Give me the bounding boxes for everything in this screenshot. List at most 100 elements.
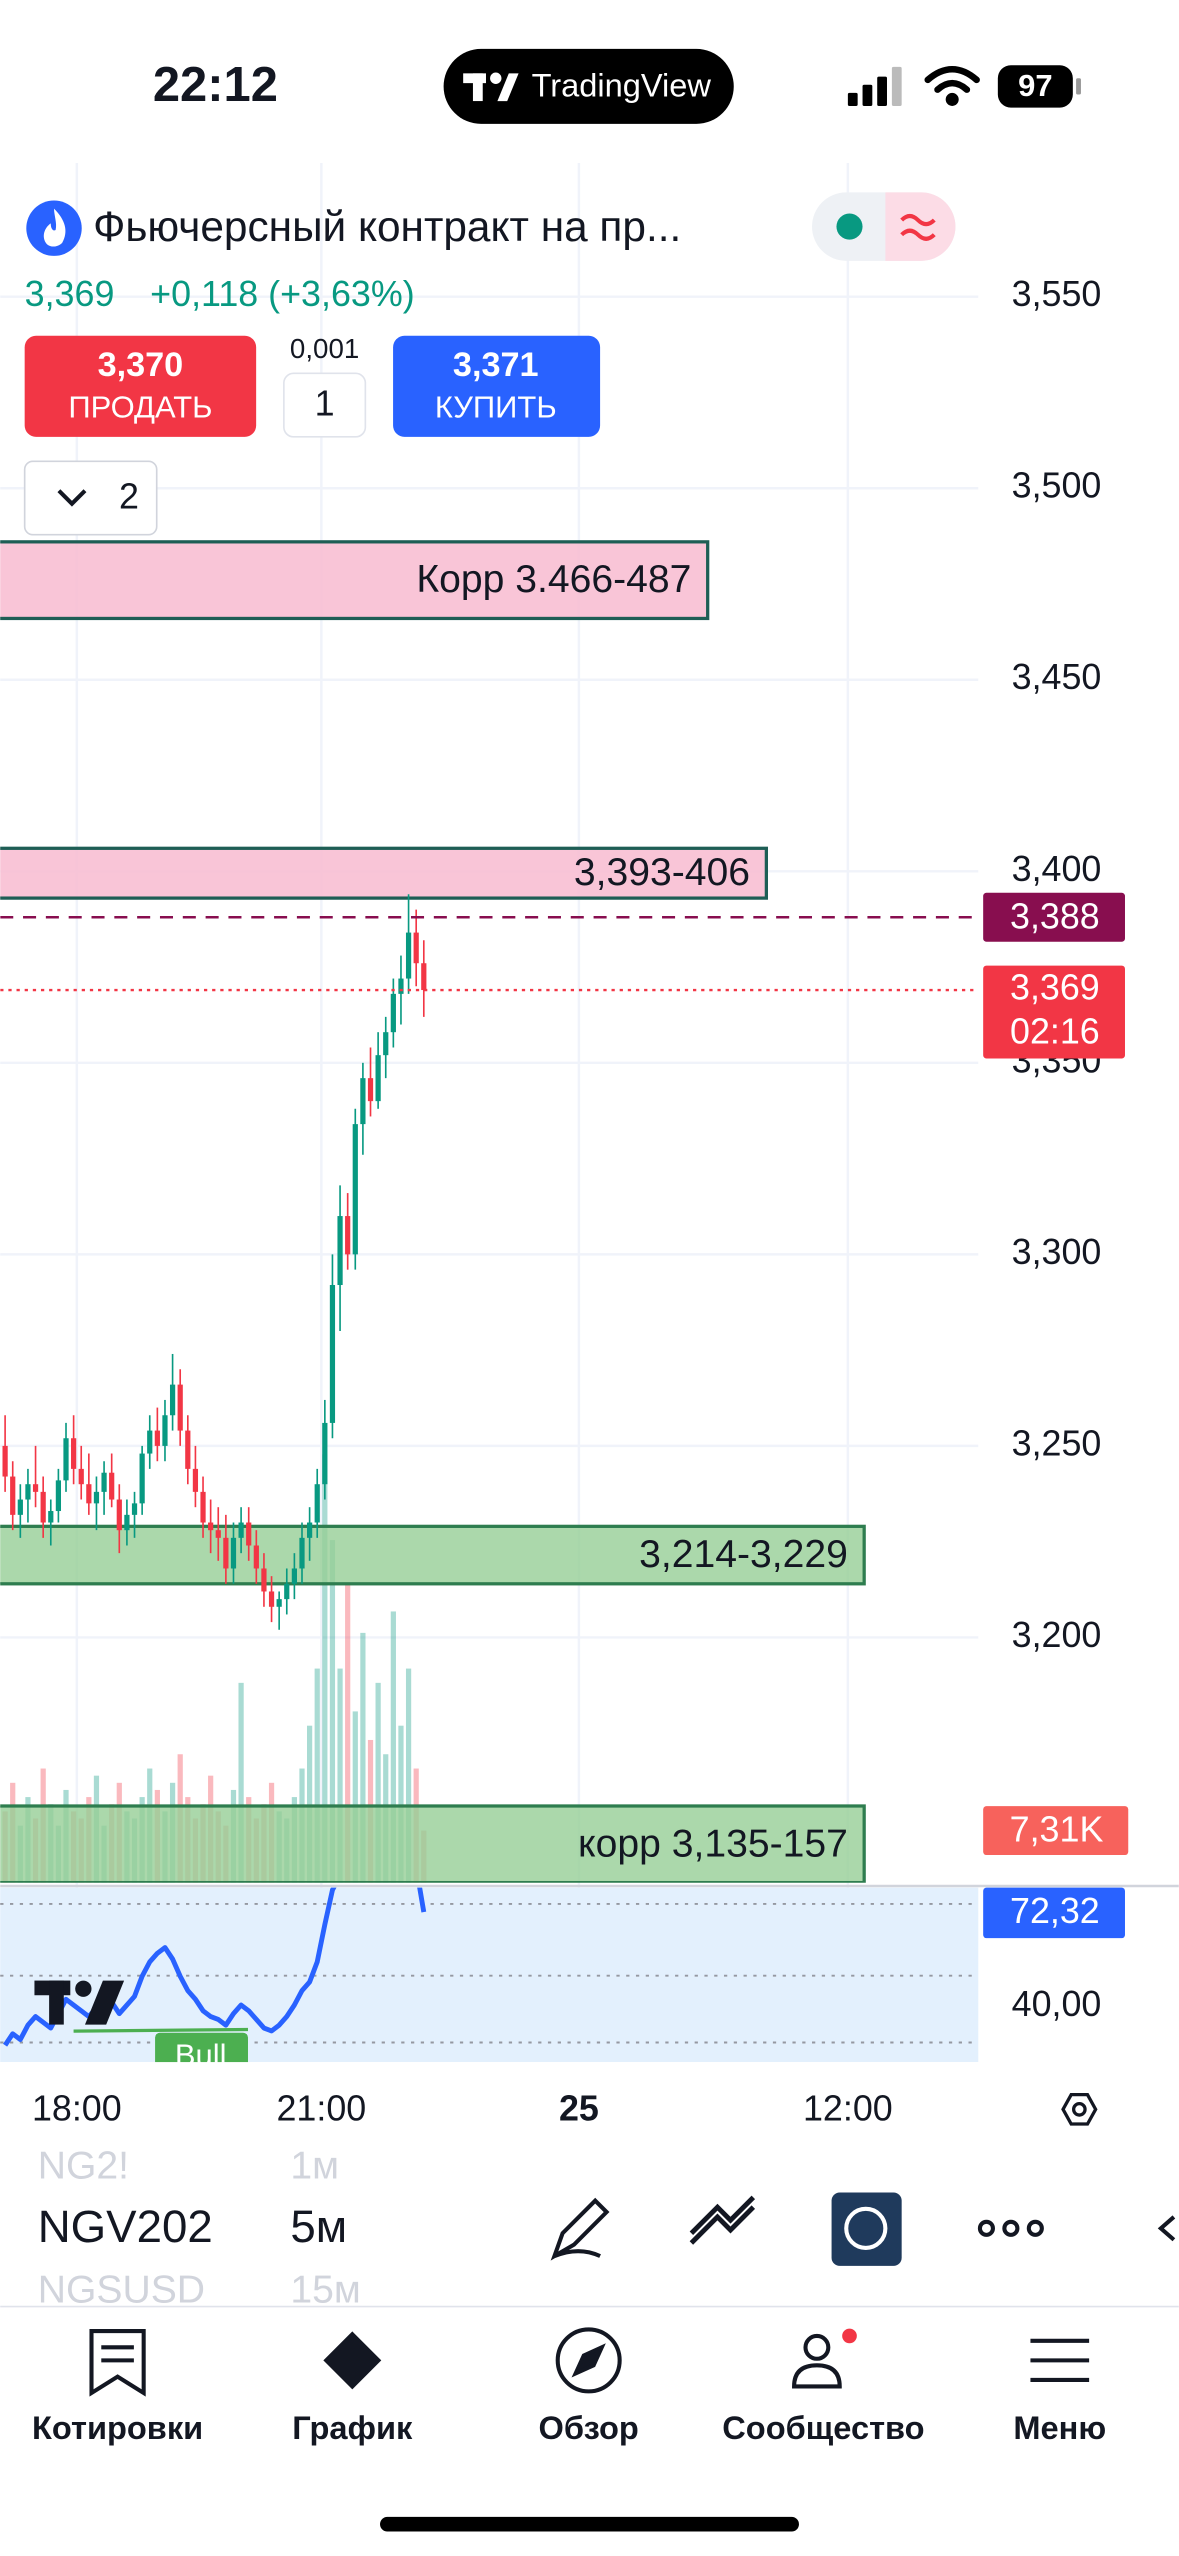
high-tag <box>983 892 1125 942</box>
price-tick: 3,200 <box>1012 1615 1102 1655</box>
sell-button[interactable] <box>24 335 257 437</box>
price-change: +0,118 (+3,63%) <box>150 274 414 314</box>
candle-body <box>322 1422 328 1485</box>
candle-body <box>55 1480 62 1512</box>
zone <box>0 1524 866 1586</box>
candle-body <box>230 1537 237 1569</box>
clock: 22:12 <box>153 58 278 112</box>
flame <box>43 208 66 247</box>
candle-body <box>223 1537 229 1569</box>
wifi-icon <box>924 66 980 106</box>
tab-icons[interactable] <box>89 2327 1090 2397</box>
tab-labels[interactable]: Котировки График Обзор Сообщество Меню <box>32 2409 1106 2446</box>
zone <box>0 1804 866 1883</box>
app-name: TradingView <box>532 67 712 104</box>
candle-body <box>147 1430 153 1454</box>
tab-label[interactable]: Котировки <box>32 2409 203 2446</box>
time-tick: 21:00 <box>276 2088 366 2128</box>
countdown: 02:16 <box>1010 1012 1100 1052</box>
buy-button[interactable] <box>393 335 601 437</box>
prev-interval[interactable]: 1м <box>290 2144 339 2187</box>
candle-body <box>215 1530 221 1538</box>
volume-bar <box>375 1682 381 1883</box>
candle-body <box>314 1484 320 1523</box>
grid <box>0 163 979 2063</box>
zone-label: Корр 3.466-487 <box>416 558 691 601</box>
candle-body <box>131 1503 138 1515</box>
volume-bar <box>314 1668 320 1883</box>
candle-body <box>291 1568 297 1584</box>
zone <box>0 846 768 900</box>
broker-icon[interactable] <box>831 2192 902 2266</box>
indicators-count[interactable]: 2 <box>119 476 139 516</box>
candle-body <box>246 1522 252 1546</box>
symbol-picker[interactable]: NG2! 1м NGSUSD 15м <box>38 2144 361 2311</box>
symbol[interactable]: NGV202 <box>38 2201 213 2252</box>
broker-ring[interactable] <box>844 2206 888 2250</box>
sell-price[interactable]: 3,370 <box>98 346 184 384</box>
indicators-toggle[interactable] <box>23 460 158 536</box>
qty[interactable]: 1 <box>315 383 335 423</box>
chevron[interactable] <box>57 489 87 507</box>
candle-body <box>109 1472 115 1500</box>
price-tick: 3,550 <box>1012 274 1102 314</box>
symbol-title: Фьючерсный контракт на пр... <box>93 203 681 250</box>
last-label: 3,369 <box>1010 968 1100 1008</box>
rsi-tag <box>983 1887 1125 1939</box>
candle-body <box>177 1384 183 1431</box>
candle-body <box>169 1384 176 1416</box>
next-symbol[interactable]: NGSUSD <box>38 2268 205 2311</box>
volume-bar <box>238 1682 244 1883</box>
time-tick: 18:00 <box>32 2088 122 2128</box>
draw-tool[interactable] <box>550 2197 610 2261</box>
toggle-right[interactable] <box>885 192 956 261</box>
last-price: 3,369 <box>25 274 115 314</box>
tab-label[interactable]: Обзор <box>539 2409 639 2446</box>
candle-body <box>71 1438 77 1469</box>
buy-price[interactable]: 3,371 <box>453 346 539 384</box>
zone-label: корр 3,135-157 <box>578 1822 848 1865</box>
tab-label[interactable]: Меню <box>1013 2409 1106 2446</box>
volume-bar <box>390 1611 396 1883</box>
volume-bar <box>360 1632 366 1883</box>
candle-body <box>413 932 419 964</box>
time-tick: 25 <box>559 2088 599 2128</box>
candle-body <box>390 993 396 1033</box>
qty-box[interactable] <box>283 372 367 438</box>
next-interval[interactable]: 15м <box>290 2268 360 2311</box>
prev-symbol[interactable]: NG2! <box>38 2144 129 2187</box>
candle-body <box>375 1055 381 1102</box>
volume-bar <box>337 1668 343 1883</box>
price-tick: 3,300 <box>1012 1232 1102 1272</box>
levels-layer <box>0 916 979 992</box>
volume-bar <box>329 1540 336 1883</box>
candle-body <box>421 963 427 991</box>
indicators-tool[interactable] <box>689 2195 756 2245</box>
price-tick: 3,400 <box>1012 849 1102 889</box>
tab-label[interactable]: График <box>292 2409 413 2446</box>
high-label: 3,388 <box>1010 896 1100 936</box>
last-tag <box>983 965 1125 1059</box>
scroll-arrow[interactable] <box>1157 2215 1176 2242</box>
more-icon[interactable] <box>977 2219 1044 2237</box>
candle-body <box>398 978 404 994</box>
settings-dot[interactable] <box>1072 2102 1087 2117</box>
interval[interactable]: 5м <box>290 2201 347 2252</box>
zone <box>0 540 710 621</box>
sell-label[interactable]: ПРОДАТЬ <box>68 389 212 424</box>
tab-label[interactable]: Сообщество <box>722 2409 924 2446</box>
buy-label[interactable]: КУПИТЬ <box>435 389 557 424</box>
candle-body <box>10 1476 16 1515</box>
volume-tag <box>983 1806 1129 1856</box>
candle-body <box>367 1078 374 1102</box>
settings-icon[interactable] <box>1061 2093 1098 2126</box>
volume-bar <box>322 1454 328 1883</box>
candle-body <box>2 1445 8 1477</box>
candle-body <box>352 1124 358 1255</box>
zone-label: 3,214-3,229 <box>639 1533 848 1576</box>
candle-body <box>360 1078 366 1125</box>
time-axis <box>0 2062 1179 2144</box>
candle-body <box>405 932 412 979</box>
